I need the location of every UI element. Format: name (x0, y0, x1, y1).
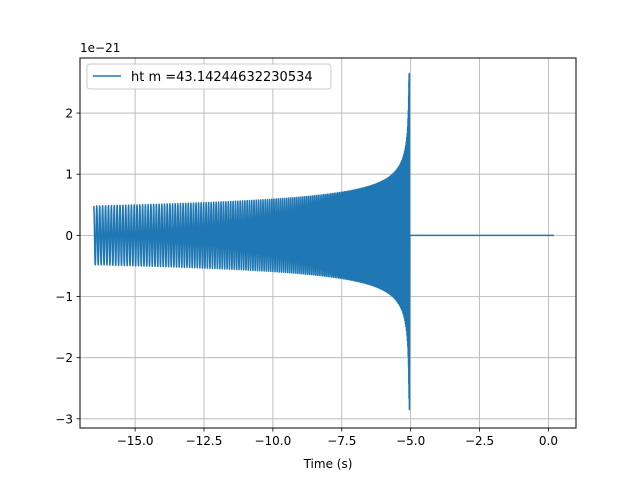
x-tick-label: −2.5 (465, 434, 494, 448)
x-tick-label: 0.0 (539, 434, 558, 448)
y-tick-label: −3 (55, 412, 73, 426)
x-tick-label: −10.0 (254, 434, 291, 448)
series-line (93, 72, 554, 411)
plot-frame (79, 57, 577, 429)
x-tick-label: −12.5 (186, 434, 223, 448)
y-tick-label: −2 (55, 351, 73, 365)
x-axis: −15.0 −12.5 −10.0 −7.5 −5.0 −2.5 0.0 (117, 428, 558, 448)
y-tick-label: −1 (55, 290, 73, 304)
y-tick-label: 1 (65, 168, 73, 182)
y-axis: −3 −2 −1 0 1 2 (55, 107, 80, 426)
x-axis-label: Time (s) (303, 457, 353, 471)
legend-box (86, 63, 332, 90)
x-tick-label: −7.5 (327, 434, 356, 448)
y-scale-label: 1e−21 (80, 41, 120, 55)
series-layer (93, 72, 554, 411)
legend-label: ht m =43.14244632230534 (131, 70, 313, 85)
x-tick-label: −15.0 (117, 434, 154, 448)
y-tick-label: 2 (65, 107, 73, 121)
x-tick-label: −5.0 (396, 434, 425, 448)
legend: ht m =43.14244632230534 (86, 63, 332, 90)
y-tick-label: 0 (65, 229, 73, 243)
